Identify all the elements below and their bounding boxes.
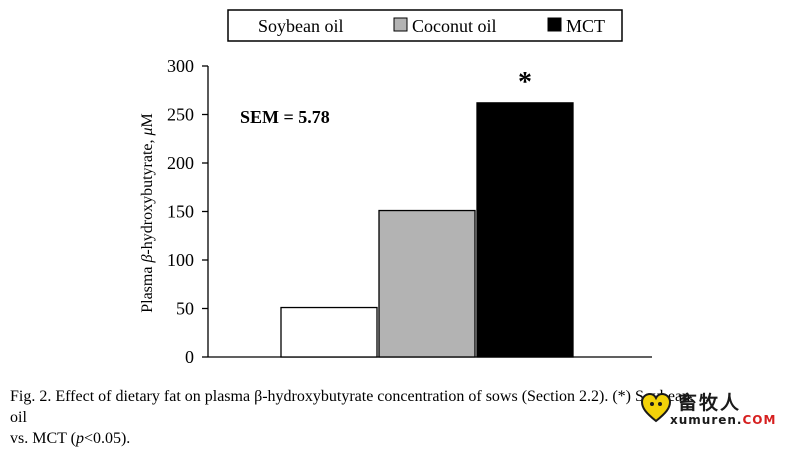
legend-label: MCT — [566, 16, 605, 36]
y-tick-label: 250 — [167, 105, 194, 125]
caption-p-value: p — [75, 430, 84, 447]
watermark-text: 畜牧人 — [678, 392, 742, 414]
figure-caption: Fig. 2. Effect of dietary fat on plasma … — [10, 386, 700, 449]
caption-line-1: Fig. 2. Effect of dietary fat on plasma … — [10, 388, 691, 426]
sem-annotation: SEM = 5.78 — [240, 107, 330, 127]
y-tick-label: 100 — [167, 250, 194, 270]
y-tick-label: 200 — [167, 153, 194, 173]
y-tick-label: 150 — [167, 202, 194, 222]
caption-line-2: vs. MCT ( — [10, 430, 76, 447]
y-tick-label: 300 — [167, 56, 194, 76]
y-tick-label: 0 — [185, 347, 194, 367]
y-tick-label: 50 — [176, 299, 194, 319]
bar-soybean-oil — [280, 306, 378, 358]
bar-chart: Soybean oil Coconut oil MCT Plasma β-hydro… — [139, 9, 652, 367]
legend-label: Soybean oil — [258, 16, 344, 36]
legend-swatch-mct — [547, 17, 562, 32]
watermark: 畜牧人 xumuren.COM — [634, 388, 784, 430]
significance-marker: * — [518, 67, 532, 98]
legend-label: Coconut oil — [412, 16, 497, 36]
watermark-site: xumuren.COM — [670, 413, 777, 427]
heart-logo-icon — [640, 392, 672, 423]
legend-swatch-coconut-oil — [393, 17, 408, 32]
y-axis-label: Plasma β-hydroxybutyrate, μM — [139, 113, 156, 313]
bar-coconut-oil — [378, 209, 476, 358]
caption-line-2-end: <0.05). — [83, 430, 131, 447]
bar-mct — [476, 102, 574, 358]
legend: Soybean oil Coconut oil MCT — [227, 9, 623, 42]
